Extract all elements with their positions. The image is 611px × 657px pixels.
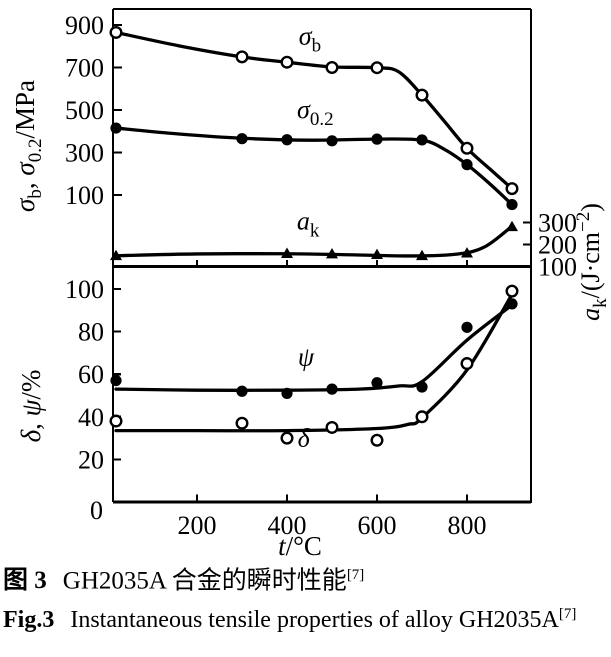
a-k-markers xyxy=(110,220,518,261)
filled-circle-marker xyxy=(326,383,338,395)
delta-label-text: δ xyxy=(298,424,311,453)
y-tick-label-left: 100 xyxy=(65,275,104,304)
y-axis-title-text: δ, ψ/% xyxy=(16,370,46,443)
x-axis-title-text: t/°C xyxy=(278,531,322,561)
x-axis-title: t/°C xyxy=(278,531,322,561)
open-circle-marker xyxy=(109,25,123,39)
y-tick-label-left: 80 xyxy=(78,318,104,347)
psi-markers xyxy=(110,298,518,399)
x-tick-label: 800 xyxy=(448,511,487,540)
filled-circle-marker xyxy=(236,133,248,145)
delta-markers xyxy=(109,284,519,447)
sigma-02-curve xyxy=(114,126,514,207)
caption-cn-label: 图 3 xyxy=(3,567,47,595)
bottom-panel-axes: 20 40 60 80 100 0 200 400 600 800 xyxy=(65,275,487,540)
filled-circle-marker xyxy=(506,198,518,211)
delta-curve xyxy=(114,292,514,433)
filled-triangle-marker xyxy=(281,247,293,258)
a-k-label-text: ak xyxy=(297,207,320,242)
a-k-label: ak xyxy=(297,207,320,242)
filled-triangle-marker xyxy=(110,249,122,261)
y-axis-right-title: ak/(J·cm−2) xyxy=(573,203,611,321)
y-axis-left-title-top: σb, σ0.2/MPa xyxy=(10,80,46,212)
open-circle-marker xyxy=(280,431,294,445)
open-circle-marker xyxy=(325,420,339,434)
sigma-02-markers xyxy=(110,122,518,211)
open-circle-marker xyxy=(370,433,384,447)
psi-curve xyxy=(114,303,514,392)
open-circle-marker xyxy=(235,416,249,430)
caption-english: Fig.3 Instantaneous tensile properties of… xyxy=(3,606,609,635)
origin-tick-label: 0 xyxy=(90,496,103,525)
y-tick-label-left: 20 xyxy=(78,445,104,474)
y-axis-title-text: ak/(J·cm−2) xyxy=(573,203,611,321)
filled-circle-marker xyxy=(371,377,383,389)
y-tick-label-left: 40 xyxy=(78,403,104,432)
open-circle-marker xyxy=(460,141,474,155)
filled-triangle-marker xyxy=(416,249,428,261)
y-axis-left-title-bottom: δ, ψ/% xyxy=(16,370,46,443)
filled-circle-marker xyxy=(281,134,293,146)
caption-cn-ref: [7] xyxy=(346,567,365,583)
open-circle-marker xyxy=(235,50,249,64)
filled-circle-marker xyxy=(326,135,338,147)
filled-triangle-marker xyxy=(461,247,473,258)
figure-caption: 图 3 GH2035A 合金的瞬时性能[7] Fig.3 Instantaneous… xyxy=(3,567,609,635)
open-circle-marker xyxy=(505,284,519,298)
filled-circle-marker xyxy=(236,385,248,397)
open-circle-marker xyxy=(505,182,519,196)
y-tick-label-left: 100 xyxy=(65,181,104,210)
caption-cn-text: GH2035A 合金的瞬时性能 xyxy=(62,567,347,595)
open-circle-marker xyxy=(325,61,339,75)
bottom-panel: ψδ xyxy=(109,284,519,453)
filled-circle-marker xyxy=(461,159,473,171)
open-circle-marker xyxy=(415,410,429,424)
sigma-b-label-text: σb xyxy=(299,22,321,57)
filled-circle-marker xyxy=(371,133,383,145)
y-tick-label-left: 900 xyxy=(65,11,104,40)
open-circle-marker xyxy=(460,357,474,371)
caption-en-label: Fig.3 xyxy=(3,607,55,634)
filled-circle-marker xyxy=(416,134,428,146)
x-tick-label: 400 xyxy=(268,511,307,540)
filled-circle-marker xyxy=(461,321,473,333)
filled-circle-marker xyxy=(110,374,122,387)
delta-label: δ xyxy=(298,424,311,453)
top-panel: σb σ0.2 ak xyxy=(109,22,519,261)
sigma-02-label-text: σ0.2 xyxy=(297,95,334,130)
filled-triangle-marker xyxy=(371,248,383,260)
sigma-b-markers xyxy=(109,25,519,196)
y-tick-label-right: 200 xyxy=(538,231,577,260)
filled-circle-marker xyxy=(281,387,293,399)
open-circle-marker xyxy=(280,55,294,69)
y-axis-title-text: σb, σ0.2/MPa xyxy=(10,80,46,212)
y-tick-label-right: 100 xyxy=(538,253,577,282)
psi-label: ψ xyxy=(298,343,315,372)
y-tick-label-left: 700 xyxy=(65,54,104,83)
filled-triangle-marker xyxy=(326,247,338,259)
x-tick-label: 200 xyxy=(178,511,217,540)
caption-en-text: Instantaneous tensile properties of allo… xyxy=(70,607,559,634)
y-tick-label-right: 300 xyxy=(538,209,577,238)
y-tick-label-left: 500 xyxy=(65,96,104,125)
y-tick-label-left: 60 xyxy=(78,360,104,389)
psi-label-text: ψ xyxy=(298,343,315,372)
filled-circle-marker xyxy=(416,381,428,393)
open-circle-marker xyxy=(109,414,123,428)
sigma-02-label: σ0.2 xyxy=(297,95,334,130)
sigma-b-label: σb xyxy=(299,22,321,57)
open-circle-marker xyxy=(415,88,429,102)
caption-chinese: 图 3 GH2035A 合金的瞬时性能[7] xyxy=(3,567,609,596)
filled-triangle-marker xyxy=(506,220,518,232)
filled-circle-marker xyxy=(110,122,122,134)
caption-en-ref: [7] xyxy=(558,606,577,623)
open-circle-marker xyxy=(370,61,384,75)
y-tick-label-left: 300 xyxy=(65,139,104,168)
a-k-curve xyxy=(114,224,514,258)
x-tick-label: 600 xyxy=(358,511,397,540)
